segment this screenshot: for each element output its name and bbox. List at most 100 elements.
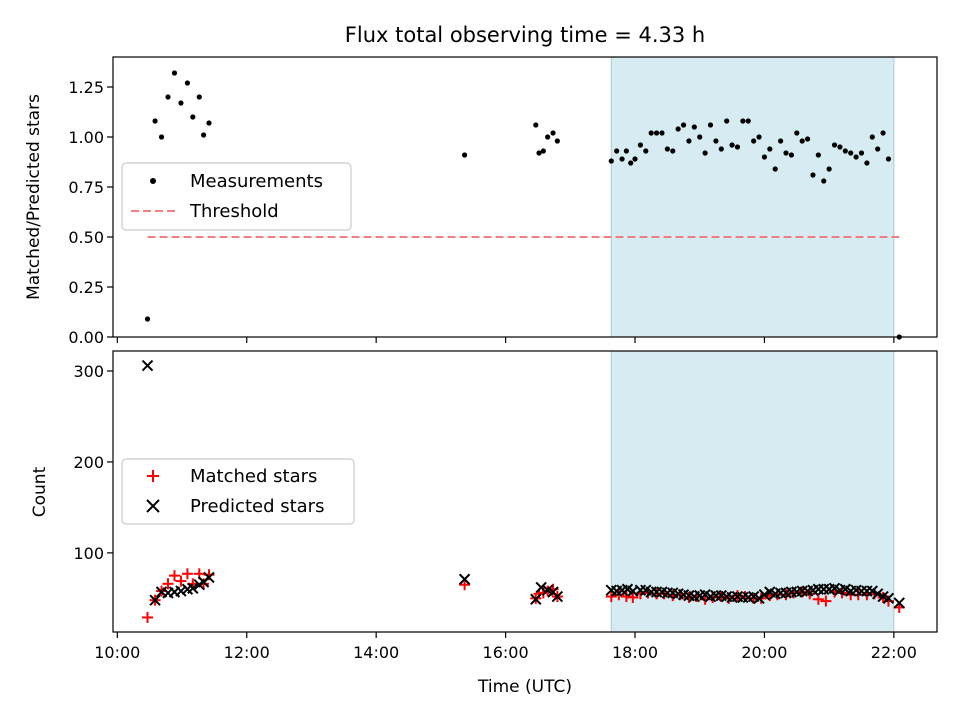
- observing-interval-shade-top: [610, 56, 895, 338]
- measurement-point: [171, 70, 178, 76]
- measurement-point: [831, 142, 838, 148]
- measurement-point: [550, 130, 556, 136]
- top-y-axis-label: Matched/Predicted stars: [24, 94, 44, 300]
- legend-predicted-label: Predicted stars: [190, 496, 324, 517]
- legend-threshold-label: Threshold: [189, 201, 279, 222]
- measurement-point: [718, 146, 724, 152]
- measurement-point: [643, 148, 649, 154]
- bottom-y-tick-label: 100: [73, 544, 104, 563]
- x-stroke: [877, 590, 889, 603]
- measurement-point: [778, 138, 784, 144]
- measurement-point: [653, 130, 660, 136]
- measurement-point: [772, 166, 778, 172]
- predicted-star-point: [551, 590, 564, 603]
- measurement-point: [184, 80, 191, 86]
- predicted-star-point: [458, 573, 471, 585]
- x-stroke: [720, 590, 733, 603]
- top-y-tick-label: 0.25: [68, 278, 104, 297]
- matched-star-point: [459, 579, 471, 591]
- measurement-point: [724, 118, 730, 124]
- measurement-point: [740, 118, 746, 124]
- measurement-point: [206, 120, 212, 126]
- measurement-point: [691, 124, 697, 130]
- measurement-point: [200, 132, 207, 138]
- count-panel: 100 200 300 10:00 12:00 14:00 16:00 18:00 20:00…: [30, 350, 938, 697]
- x-stroke: [627, 585, 639, 597]
- legend-measurements-marker: [150, 178, 156, 184]
- measurement-point: [144, 316, 151, 322]
- bottom-x-ticks: 10:00 12:00 14:00 16:00 18:00 20:00 22:00: [94, 632, 917, 662]
- ratio-panel: Flux total observing time = 4.33 h 0.000…: [24, 23, 938, 347]
- measurement-point: [713, 138, 719, 144]
- x-stroke: [667, 587, 679, 599]
- measurement-point: [462, 152, 468, 158]
- bottom-legend: Matched stars Predicted stars: [121, 458, 355, 525]
- bottom-y-tick-label: 200: [73, 453, 104, 472]
- x-tick-label: 20:00: [741, 643, 787, 662]
- measurement-point: [783, 150, 789, 156]
- predicted-star-point: [882, 592, 895, 605]
- measurement-point: [810, 172, 816, 178]
- x-stroke: [551, 590, 564, 603]
- x-stroke: [893, 597, 905, 609]
- matched-star-point: [142, 611, 154, 623]
- x-stroke: [882, 592, 895, 605]
- measurement-point: [745, 118, 751, 124]
- top-legend: Measurements Threshold: [121, 162, 352, 231]
- measurement-point: [152, 118, 158, 124]
- predicted-star-point: [753, 592, 765, 605]
- top-y-tick-label: 0.75: [68, 178, 104, 197]
- chart-title: Flux total observing time = 4.33 h: [345, 23, 705, 47]
- predicted-star-point: [535, 581, 547, 594]
- x-stroke: [731, 590, 744, 603]
- measurement-point: [869, 134, 875, 140]
- x-tick-label: 12:00: [224, 643, 270, 662]
- measurement-point: [680, 122, 687, 128]
- x-stroke: [141, 359, 154, 372]
- measurement-point: [619, 156, 625, 162]
- legend-measurements-label: Measurements: [190, 171, 323, 192]
- measurement-point: [848, 150, 854, 156]
- measurement-point: [837, 144, 843, 150]
- x-stroke: [656, 586, 668, 598]
- measurement-point: [623, 148, 629, 154]
- top-y-tick-label: 0.50: [68, 228, 104, 247]
- x-axis-label: Time (UTC): [477, 677, 572, 697]
- x-stroke: [187, 582, 199, 595]
- measurement-point: [761, 154, 768, 160]
- matched-star-point: [181, 568, 193, 580]
- measurement-point: [734, 144, 741, 150]
- x-tick-label: 22:00: [871, 643, 917, 662]
- x-stroke: [605, 584, 617, 596]
- legend-matched-marker: [147, 470, 159, 482]
- x-stroke: [753, 592, 765, 605]
- measurement-point: [686, 138, 692, 144]
- bottom-axes-frame: [112, 350, 938, 633]
- x-stroke: [683, 589, 695, 602]
- predicted-star-point: [866, 585, 878, 597]
- measurement-point: [821, 178, 827, 184]
- top-legend-box: [121, 162, 352, 231]
- top-x-ticks: [116, 337, 895, 343]
- x-stroke: [541, 584, 554, 596]
- x-tick-label: 16:00: [483, 643, 529, 662]
- measurement-point: [799, 138, 805, 144]
- measurement-point: [864, 160, 870, 166]
- measurement-point: [554, 138, 560, 144]
- matched-star-point: [812, 593, 824, 605]
- count-points: [141, 359, 905, 623]
- measurement-point: [729, 142, 735, 148]
- x-stroke: [866, 585, 878, 597]
- measurement-point: [670, 148, 676, 154]
- measurement-point: [794, 130, 800, 136]
- measurement-point: [632, 156, 638, 162]
- x-stroke: [828, 582, 841, 595]
- measurement-point: [675, 126, 681, 132]
- x-tick-label: 18:00: [612, 643, 658, 662]
- x-stroke: [530, 593, 542, 605]
- shaded-interval-bottom: [610, 350, 895, 633]
- predicted-star-point: [141, 359, 154, 372]
- measurement-point: [858, 150, 865, 156]
- measurement-point: [697, 134, 703, 140]
